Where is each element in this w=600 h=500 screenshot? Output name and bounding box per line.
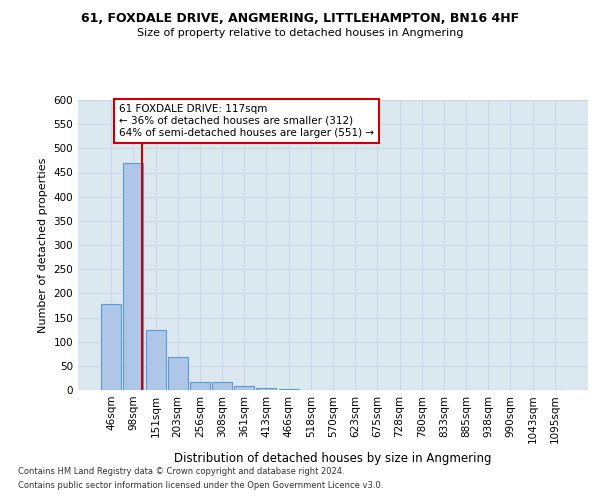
Bar [278, 389, 299, 390]
X-axis label: Distribution of detached houses by size in Angmering: Distribution of detached houses by size … [174, 452, 492, 465]
Text: 61, FOXDALE DRIVE, ANGMERING, LITTLEHAMPTON, BN16 4HF: 61, FOXDALE DRIVE, ANGMERING, LITTLEHAMP… [81, 12, 519, 26]
Bar [124, 163, 143, 390]
Bar [101, 304, 121, 390]
Bar [212, 382, 232, 390]
Bar [256, 388, 277, 390]
Text: 61 FOXDALE DRIVE: 117sqm
← 36% of detached houses are smaller (312)
64% of semi-: 61 FOXDALE DRIVE: 117sqm ← 36% of detach… [119, 104, 374, 138]
Bar [146, 330, 166, 390]
Text: Size of property relative to detached houses in Angmering: Size of property relative to detached ho… [137, 28, 463, 38]
Bar [168, 357, 188, 390]
Text: Contains HM Land Registry data © Crown copyright and database right 2024.: Contains HM Land Registry data © Crown c… [18, 467, 344, 476]
Bar [190, 382, 210, 390]
Bar [234, 386, 254, 390]
Text: Contains public sector information licensed under the Open Government Licence v3: Contains public sector information licen… [18, 481, 383, 490]
Y-axis label: Number of detached properties: Number of detached properties [38, 158, 48, 332]
